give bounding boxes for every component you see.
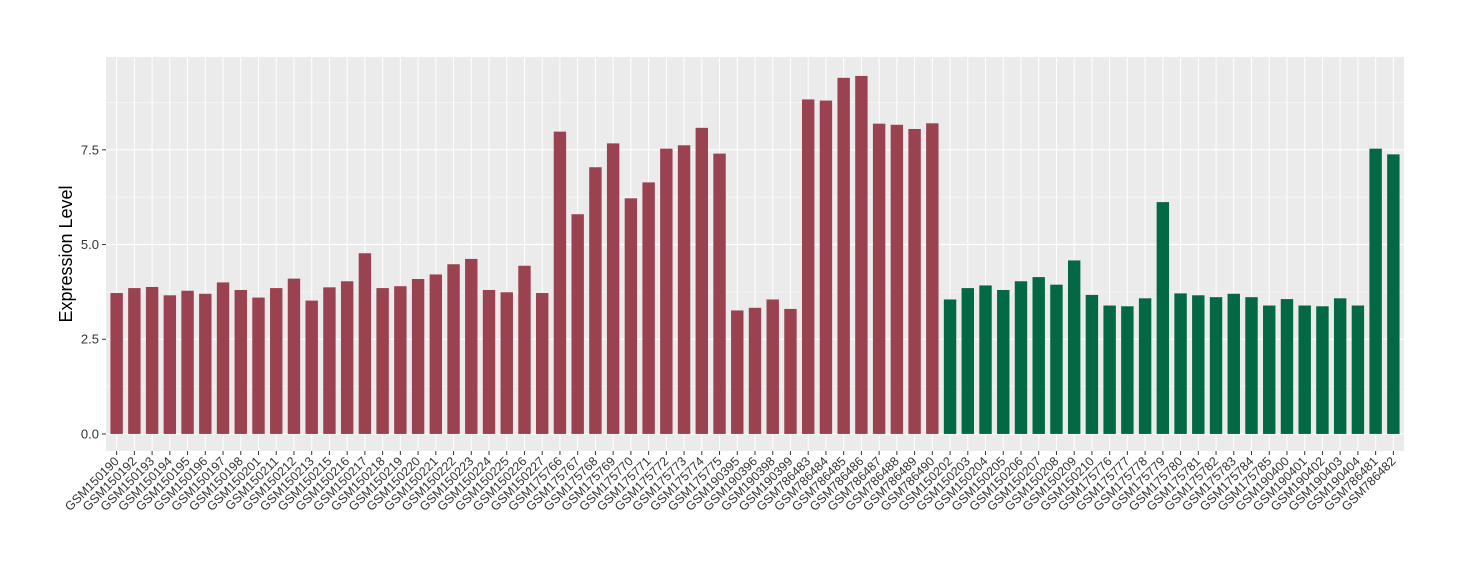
bar-GSM150194 (163, 295, 177, 434)
bar-GSM786487 (872, 123, 886, 434)
y-tick-label: 2.5 (81, 332, 99, 347)
bar-GSM150220 (411, 279, 425, 434)
bar-GSM150198 (234, 289, 247, 434)
bar-GSM175771 (642, 182, 655, 434)
bar-GSM786483 (801, 99, 815, 434)
bar-GSM175776 (1103, 305, 1116, 434)
bar-GSM190400 (1280, 299, 1294, 434)
bar-GSM150205 (997, 289, 1010, 434)
y-tick-label: 7.5 (81, 142, 99, 157)
bar-GSM150209 (1067, 260, 1081, 434)
bar-GSM150224 (482, 289, 496, 434)
bar-GSM175769 (606, 143, 620, 434)
bar-GSM175774 (695, 127, 709, 434)
bar-GSM150216 (340, 281, 354, 434)
bar-GSM175775 (713, 153, 726, 434)
bar-GSM175766 (553, 131, 567, 434)
bar-GSM150218 (376, 288, 389, 434)
bar-GSM786488 (890, 124, 904, 434)
bars (110, 75, 1400, 434)
bar-GSM190403 (1333, 298, 1347, 434)
bar-GSM786490 (926, 123, 939, 434)
bar-GSM150215 (323, 287, 336, 434)
bar-GSM150201 (252, 297, 265, 434)
bar-GSM175785 (1263, 305, 1276, 434)
bar-GSM150192 (128, 288, 141, 434)
bar-GSM190399 (784, 308, 797, 434)
bar-GSM175777 (1121, 306, 1134, 434)
bar-GSM190396 (748, 307, 762, 434)
bar-GSM786482 (1387, 154, 1400, 434)
bar-GSM175773 (677, 145, 691, 434)
bar-GSM175779 (1156, 202, 1170, 434)
bar-GSM150208 (1050, 284, 1063, 434)
bar-GSM786489 (908, 128, 921, 434)
bar-GSM190404 (1351, 305, 1365, 434)
y-tick-label: 5.0 (81, 237, 99, 252)
bar-GSM190402 (1316, 306, 1329, 434)
bar-GSM190401 (1298, 305, 1311, 434)
bar-GSM150222 (447, 264, 460, 434)
bar-GSM150196 (199, 293, 212, 434)
bar-GSM175782 (1209, 297, 1223, 434)
bar-GSM175778 (1138, 298, 1152, 434)
bar-GSM150190 (110, 293, 123, 434)
bar-GSM175768 (589, 167, 602, 434)
bar-GSM150207 (1032, 277, 1045, 434)
bar-GSM150212 (287, 278, 301, 434)
bar-GSM175783 (1227, 293, 1240, 434)
bar-GSM786484 (819, 100, 833, 434)
bar-GSM190395 (731, 310, 744, 434)
bar-GSM150219 (394, 286, 407, 434)
bar-GSM150210 (1085, 294, 1099, 434)
x-axis-ticks: GSM150190GSM150192GSM150193GSM150194GSM1… (62, 451, 1399, 514)
bar-GSM786486 (855, 75, 868, 434)
bar-GSM150197 (216, 282, 230, 434)
bar-GSM150226 (518, 265, 531, 434)
bar-GSM150211 (270, 288, 283, 434)
bar-GSM150217 (358, 253, 372, 434)
bar-GSM150204 (979, 285, 992, 434)
bar-GSM150225 (500, 292, 513, 434)
bar-GSM175781 (1192, 295, 1205, 434)
bar-GSM150213 (305, 300, 318, 434)
bar-GSM150221 (429, 274, 443, 434)
bar-GSM150206 (1014, 281, 1028, 434)
bar-GSM150227 (536, 293, 549, 434)
bar-GSM786481 (1369, 148, 1382, 434)
y-axis-ticks: 0.0 2.5 5.0 7.5 (81, 142, 106, 441)
bar-GSM190398 (766, 299, 779, 434)
bar-GSM175770 (624, 198, 638, 434)
bar-GSM150193 (145, 286, 159, 434)
bar-GSM175780 (1174, 293, 1187, 434)
bar-GSM786485 (837, 77, 850, 434)
bar-GSM150195 (181, 290, 194, 434)
bar-GSM175784 (1245, 297, 1258, 434)
y-axis-title: Expression Level (56, 185, 76, 322)
bar-GSM150203 (961, 288, 974, 434)
bar-GSM175772 (660, 148, 673, 434)
bar-GSM175767 (571, 214, 584, 434)
bar-GSM150223 (465, 258, 478, 434)
y-tick-label: 0.0 (81, 426, 99, 441)
bar-GSM150202 (943, 299, 957, 434)
